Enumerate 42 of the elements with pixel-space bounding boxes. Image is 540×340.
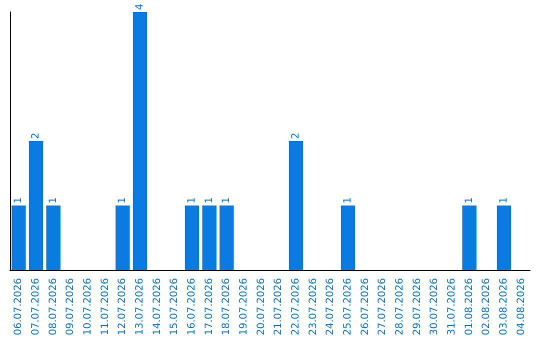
x-tick-label: 20.07.2026 bbox=[256, 278, 267, 336]
x-tick-label: 28.07.2026 bbox=[394, 278, 406, 336]
x-tick-label: 08.07.2026 bbox=[48, 278, 59, 336]
x-tick-label: 29.07.2026 bbox=[412, 278, 423, 336]
x-tick-label: 02.08.2026 bbox=[481, 278, 492, 336]
x-tick-label: 26.07.2026 bbox=[360, 278, 371, 336]
x-tick-label: 31.07.2026 bbox=[446, 278, 458, 336]
x-tick-label: 21.07.2026 bbox=[273, 278, 284, 336]
data-label: 1 bbox=[186, 197, 198, 204]
data-label: 4 bbox=[134, 4, 146, 10]
data-label: 1 bbox=[498, 197, 510, 204]
x-tick-label: 23.07.2026 bbox=[308, 278, 319, 336]
data-label: 1 bbox=[204, 197, 215, 204]
x-tick-label: 03.08.2026 bbox=[498, 278, 510, 336]
x-tick-label: 18.07.2026 bbox=[221, 278, 232, 336]
x-tick-label: 07.07.2026 bbox=[30, 278, 42, 336]
x-tick-label: 30.07.2026 bbox=[429, 278, 440, 336]
data-label: 2 bbox=[290, 132, 302, 139]
data-label: 1 bbox=[342, 197, 354, 204]
x-tick-label: 06.07.2026 bbox=[13, 278, 24, 336]
x-tick-label: 27.07.2026 bbox=[377, 278, 388, 336]
x-tick-label: 11.07.2026 bbox=[100, 278, 111, 336]
x-tick-label: 15.07.2026 bbox=[169, 278, 180, 336]
data-label: 1 bbox=[221, 197, 232, 204]
data-label: 1 bbox=[13, 197, 24, 204]
x-tick-label: 09.07.2026 bbox=[65, 278, 76, 336]
x-tick-label: 14.07.2026 bbox=[152, 278, 163, 336]
data-label: 2 bbox=[30, 132, 42, 139]
x-tick-label: 13.07.2026 bbox=[134, 278, 146, 336]
x-tick-label: 01.08.2026 bbox=[464, 278, 475, 336]
x-tick-label: 12.07.2026 bbox=[117, 278, 128, 336]
x-tick-label: 17.07.2026 bbox=[204, 278, 215, 336]
x-tick-label: 22.07.2026 bbox=[290, 278, 302, 336]
x-tick-label: 25.07.2026 bbox=[342, 278, 354, 336]
data-label: 1 bbox=[48, 197, 59, 204]
x-tick-label: 19.07.2026 bbox=[238, 278, 250, 336]
data-label: 1 bbox=[117, 197, 128, 204]
x-tick-label: 16.07.2026 bbox=[186, 278, 198, 336]
x-tick-label: 04.08.2026 bbox=[516, 278, 527, 336]
x-tick-label: 10.07.2026 bbox=[82, 278, 94, 336]
x-tick-label: 24.07.2026 bbox=[325, 278, 336, 336]
data-label: 1 bbox=[464, 197, 475, 204]
